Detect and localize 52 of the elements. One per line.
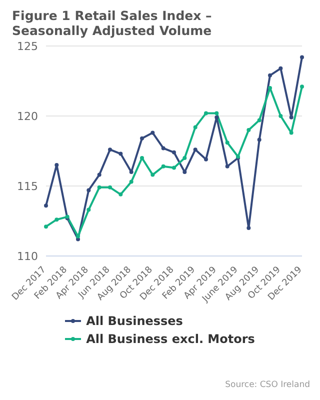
point xyxy=(44,224,48,229)
point xyxy=(108,148,112,152)
point xyxy=(140,156,144,160)
point xyxy=(246,128,251,132)
point xyxy=(182,170,187,174)
y-tick-label: 115 xyxy=(17,180,38,193)
point xyxy=(172,166,176,170)
point xyxy=(86,188,91,192)
y-tick-label: 120 xyxy=(17,110,38,123)
point xyxy=(193,148,198,152)
point xyxy=(257,118,262,122)
source-note: Source: CSO Ireland xyxy=(225,380,310,390)
point xyxy=(140,136,144,140)
chart-title: Figure 1 Retail Sales Index – Seasonally Adjusted Volume xyxy=(11,8,213,38)
point xyxy=(300,55,304,60)
point xyxy=(300,84,304,89)
y-tick-label: 125 xyxy=(17,40,38,53)
point xyxy=(268,73,272,78)
point xyxy=(225,140,230,145)
point xyxy=(97,172,102,177)
point xyxy=(129,170,134,174)
point xyxy=(150,130,155,135)
y-tick-label: 110 xyxy=(17,250,38,263)
point xyxy=(278,114,283,118)
point xyxy=(214,115,219,120)
point xyxy=(118,152,123,156)
point xyxy=(289,115,294,120)
point xyxy=(108,185,112,190)
point xyxy=(257,138,262,142)
point xyxy=(44,204,48,208)
point xyxy=(118,192,123,196)
point xyxy=(193,125,198,130)
point xyxy=(172,150,176,154)
point xyxy=(225,164,230,168)
point xyxy=(150,172,155,177)
point xyxy=(204,111,208,116)
point xyxy=(289,130,294,135)
point xyxy=(129,180,134,184)
point xyxy=(214,111,219,116)
point xyxy=(204,157,208,162)
point xyxy=(246,226,251,230)
point xyxy=(161,164,166,168)
point xyxy=(54,218,59,222)
point xyxy=(97,185,102,190)
point xyxy=(161,146,166,150)
point xyxy=(268,86,272,90)
point xyxy=(54,163,59,167)
legend-label: All Business excl. Motors xyxy=(85,332,255,346)
point xyxy=(182,156,187,160)
legend-label: All Businesses xyxy=(85,314,184,328)
point xyxy=(86,208,91,212)
point xyxy=(278,66,283,70)
